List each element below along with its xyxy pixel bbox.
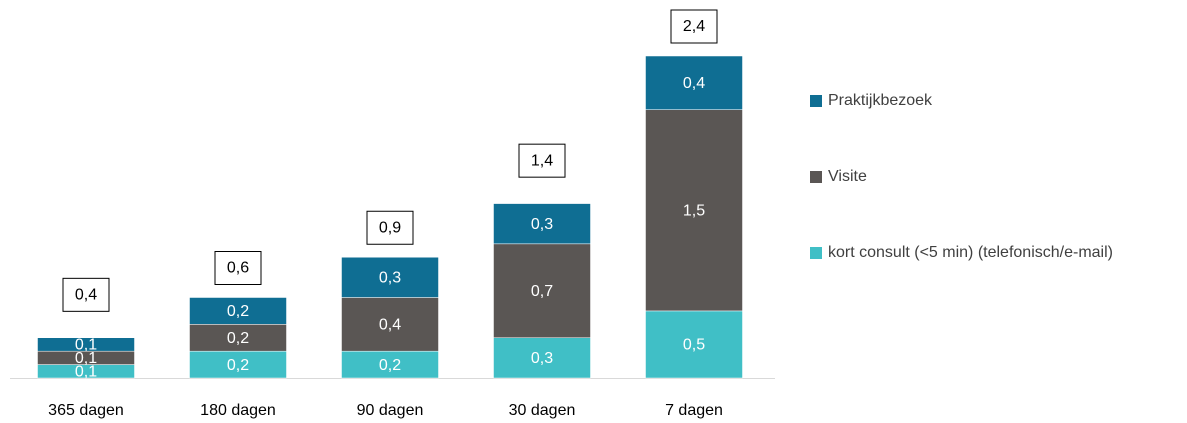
legend-item: kort consult (<5 min) (telefonisch/e-mai… <box>810 242 1160 318</box>
bar-segment <box>341 257 439 298</box>
total-box <box>366 210 414 245</box>
bar-segment <box>645 310 743 379</box>
bar-segment <box>37 337 135 352</box>
bar-segment <box>189 350 287 379</box>
legend-swatch <box>810 247 822 259</box>
legend-label: Praktijkbezoek <box>828 92 933 109</box>
legend-label: Visite <box>828 168 867 185</box>
total-label: 0,9 <box>379 219 401 236</box>
bar-segment <box>341 297 439 352</box>
total-label: 0,4 <box>75 287 97 304</box>
bar-segment <box>189 324 287 352</box>
data-label: 0,2 <box>227 357 249 374</box>
x-tick-label: 30 dagen <box>509 402 576 419</box>
total-label: 0,6 <box>227 260 249 277</box>
x-tick-label: 90 dagen <box>357 402 424 419</box>
total-box <box>62 277 110 312</box>
data-label: 0,4 <box>683 75 705 92</box>
data-label: 0,3 <box>531 350 553 367</box>
total-label: 2,4 <box>683 18 705 35</box>
legend-label: kort consult (<5 min) (telefonisch/e-mai… <box>828 244 1113 261</box>
data-label: 1,5 <box>683 203 705 220</box>
data-label: 0,3 <box>379 270 401 287</box>
data-label: 0,2 <box>227 330 249 347</box>
data-label: 0,2 <box>227 303 249 320</box>
legend: Praktijkbezoek Visite kort consult (<5 min… <box>810 90 1160 318</box>
data-label: 0,1 <box>75 337 97 354</box>
bar-segment <box>493 243 591 338</box>
x-tick-label: 7 dagen <box>665 402 723 419</box>
total-box <box>670 9 718 44</box>
total-box <box>214 251 262 285</box>
data-label: 0,7 <box>531 283 553 300</box>
data-label: 0,1 <box>75 350 97 367</box>
x-tick-label: 365 dagen <box>48 402 124 419</box>
total-label: 1,4 <box>531 152 553 169</box>
data-label: 0,4 <box>379 317 401 334</box>
legend-swatch <box>810 171 822 183</box>
data-label: 0,3 <box>531 216 553 233</box>
bar-segment <box>493 203 591 245</box>
legend-swatch <box>810 95 822 107</box>
legend-item: Praktijkbezoek <box>810 90 1160 166</box>
bar-segment <box>645 109 743 312</box>
legend-item: Visite <box>810 166 1160 242</box>
data-label: 0,2 <box>379 357 401 374</box>
x-tick-label: 180 dagen <box>200 402 276 419</box>
data-label: 0,1 <box>75 364 97 381</box>
bar-segment <box>189 297 287 325</box>
data-label: 0,5 <box>683 337 705 354</box>
total-box <box>518 143 566 178</box>
bar-segment <box>645 55 743 110</box>
